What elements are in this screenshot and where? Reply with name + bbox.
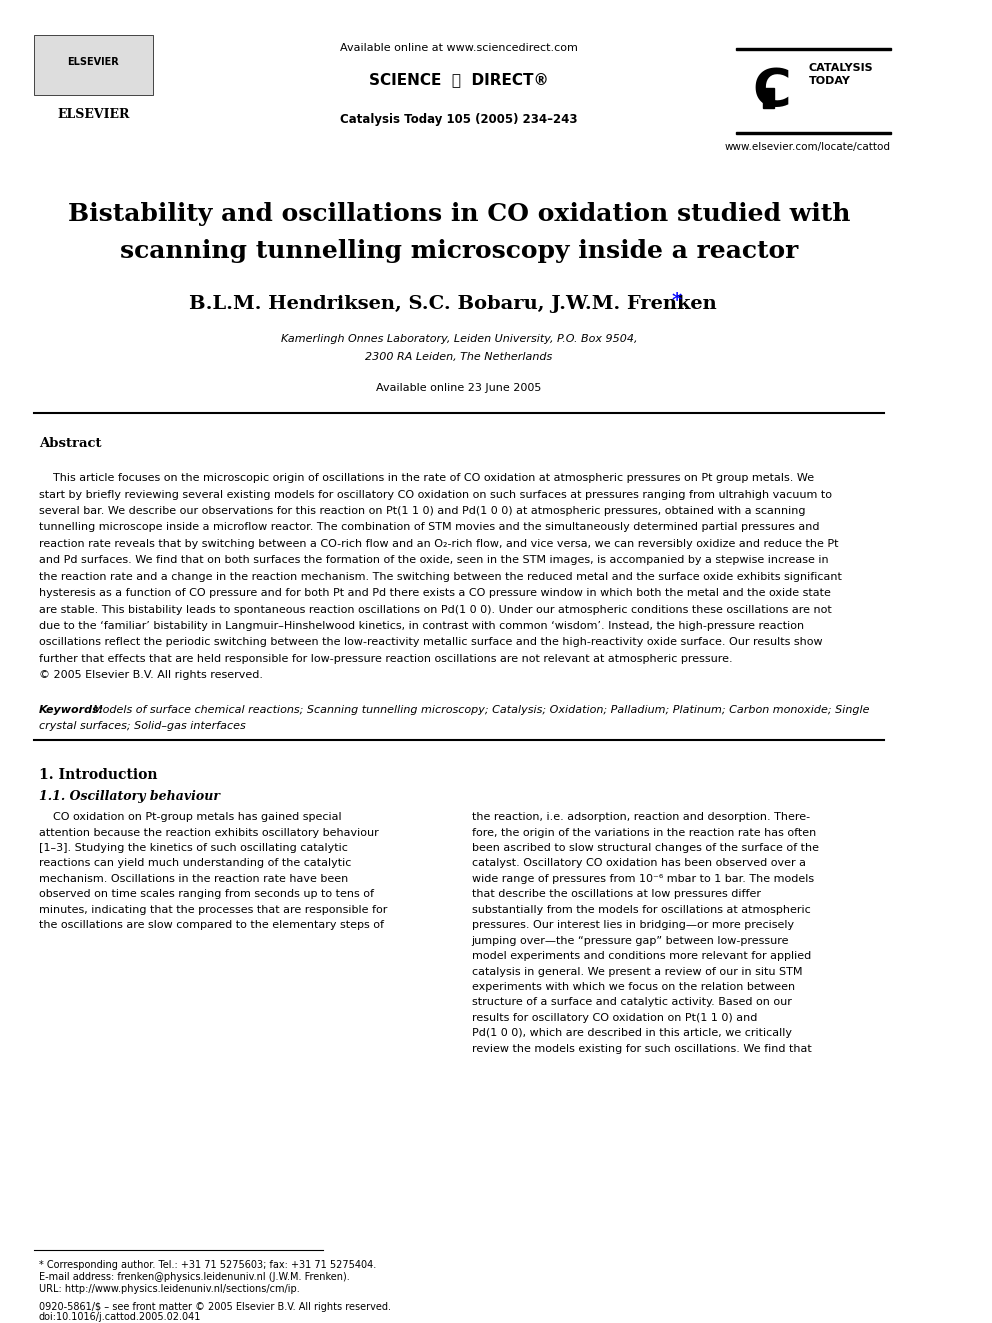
Text: doi:10.1016/j.cattod.2005.02.041: doi:10.1016/j.cattod.2005.02.041 [39,1311,201,1322]
Text: are stable. This bistability leads to spontaneous reaction oscillations on Pd(1 : are stable. This bistability leads to sp… [39,605,831,614]
Text: structure of a surface and catalytic activity. Based on our: structure of a surface and catalytic act… [471,998,792,1007]
Text: hysteresis as a function of CO pressure and for both Pt and Pd there exists a CO: hysteresis as a function of CO pressure … [39,589,830,598]
Text: E-mail address: frenken@physics.leidenuniv.nl (J.W.M. Frenken).: E-mail address: frenken@physics.leidenun… [39,1271,349,1282]
Text: the reaction, i.e. adsorption, reaction and desorption. There-: the reaction, i.e. adsorption, reaction … [471,812,809,822]
Text: start by briefly reviewing several existing models for oscillatory CO oxidation : start by briefly reviewing several exist… [39,490,831,500]
Text: fore, the origin of the variations in the reaction rate has often: fore, the origin of the variations in th… [471,828,815,837]
Text: minutes, indicating that the processes that are responsible for: minutes, indicating that the processes t… [39,905,387,914]
Bar [763,87,774,107]
Text: results for oscillatory CO oxidation on Pt(1 1 0) and: results for oscillatory CO oxidation on … [471,1013,757,1023]
Text: www.elsevier.com/locate/cattod: www.elsevier.com/locate/cattod [724,143,891,152]
Text: reaction rate reveals that by switching between a CO-rich flow and an O₂-rich fl: reaction rate reveals that by switching … [39,538,838,549]
Text: attention because the reaction exhibits oscillatory behaviour: attention because the reaction exhibits … [39,828,379,837]
Text: several bar. We describe our observations for this reaction on Pt(1 1 0) and Pd(: several bar. We describe our observation… [39,505,806,516]
Text: B.L.M. Hendriksen, S.C. Bobaru, J.W.M. Frenken: B.L.M. Hendriksen, S.C. Bobaru, J.W.M. F… [189,295,717,312]
Text: Abstract: Abstract [39,437,101,450]
Text: substantially from the models for oscillations at atmospheric: substantially from the models for oscill… [471,905,810,914]
Text: [1–3]. Studying the kinetics of such oscillating catalytic: [1–3]. Studying the kinetics of such osc… [39,843,347,853]
Text: ELSEVIER: ELSEVIER [58,108,130,120]
Text: 2300 RA Leiden, The Netherlands: 2300 RA Leiden, The Netherlands [365,352,553,361]
Text: 1. Introduction: 1. Introduction [39,769,158,782]
FancyBboxPatch shape [34,34,153,95]
Text: Models of surface chemical reactions; Scanning tunnelling microscopy; Catalysis;: Models of surface chemical reactions; Sc… [93,705,870,714]
Text: Keywords:: Keywords: [39,705,104,714]
Text: * Corresponding author. Tel.: +31 71 5275603; fax: +31 71 5275404.: * Corresponding author. Tel.: +31 71 527… [39,1259,376,1270]
Text: further that effects that are held responsible for low-pressure reaction oscilla: further that effects that are held respo… [39,654,732,664]
Text: crystal surfaces; Solid–gas interfaces: crystal surfaces; Solid–gas interfaces [39,721,245,730]
Text: oscillations reflect the periodic switching between the low-reactivity metallic : oscillations reflect the periodic switch… [39,638,822,647]
Text: the reaction rate and a change in the reaction mechanism. The switching between : the reaction rate and a change in the re… [39,572,841,582]
Text: mechanism. Oscillations in the reaction rate have been: mechanism. Oscillations in the reaction … [39,875,348,884]
Bar [736,132,891,135]
Text: URL: http://www.physics.leidenuniv.nl/sections/cm/ip.: URL: http://www.physics.leidenuniv.nl/se… [39,1283,300,1294]
Text: Catalysis Today 105 (2005) 234–243: Catalysis Today 105 (2005) 234–243 [340,112,577,126]
Text: Available online 23 June 2005: Available online 23 June 2005 [376,384,542,393]
Text: and Pd surfaces. We find that on both surfaces the formation of the oxide, seen : and Pd surfaces. We find that on both su… [39,556,828,565]
Text: model experiments and conditions more relevant for applied: model experiments and conditions more re… [471,951,810,960]
Text: © 2005 Elsevier B.V. All rights reserved.: © 2005 Elsevier B.V. All rights reserved… [39,671,263,680]
Text: scanning tunnelling microscopy inside a reactor: scanning tunnelling microscopy inside a … [120,239,798,263]
Text: CATALYSIS
TODAY: CATALYSIS TODAY [808,64,873,86]
Text: Kamerlingh Onnes Laboratory, Leiden University, P.O. Box 9504,: Kamerlingh Onnes Laboratory, Leiden Univ… [281,333,637,344]
Text: that describe the oscillations at low pressures differ: that describe the oscillations at low pr… [471,889,761,900]
Bar [736,48,891,50]
Text: wide range of pressures from 10⁻⁶ mbar to 1 bar. The models: wide range of pressures from 10⁻⁶ mbar t… [471,875,813,884]
Text: tunnelling microscope inside a microflow reactor. The combination of STM movies : tunnelling microscope inside a microflow… [39,523,819,532]
Text: due to the ‘familiar’ bistability in Langmuir–Hinshelwood kinetics, in contrast : due to the ‘familiar’ bistability in Lan… [39,620,804,631]
Text: reactions can yield much understanding of the catalytic: reactions can yield much understanding o… [39,859,351,868]
Text: jumping over—the “pressure gap” between low-pressure: jumping over—the “pressure gap” between … [471,935,789,946]
Text: Bistability and oscillations in CO oxidation studied with: Bistability and oscillations in CO oxida… [67,202,850,226]
Text: ELSEVIER: ELSEVIER [67,57,119,66]
Text: the oscillations are slow compared to the elementary steps of: the oscillations are slow compared to th… [39,921,384,930]
Text: experiments with which we focus on the relation between: experiments with which we focus on the r… [471,982,795,992]
Text: been ascribed to slow structural changes of the surface of the: been ascribed to slow structural changes… [471,843,818,853]
Text: C: C [753,66,792,118]
Text: catalyst. Oscillatory CO oxidation has been observed over a: catalyst. Oscillatory CO oxidation has b… [471,859,806,868]
Text: 1.1. Oscillatory behaviour: 1.1. Oscillatory behaviour [39,790,220,803]
Text: 0920-5861/$ – see front matter © 2005 Elsevier B.V. All rights reserved.: 0920-5861/$ – see front matter © 2005 El… [39,1302,391,1311]
Text: catalysis in general. We present a review of our in situ STM: catalysis in general. We present a revie… [471,967,802,976]
Text: This article focuses on the microscopic origin of oscillations in the rate of CO: This article focuses on the microscopic … [39,474,813,483]
Text: pressures. Our interest lies in bridging—or more precisely: pressures. Our interest lies in bridging… [471,921,794,930]
Text: Available online at www.sciencedirect.com: Available online at www.sciencedirect.co… [340,42,577,53]
Text: SCIENCE  ⓐ  DIRECT®: SCIENCE ⓐ DIRECT® [369,73,549,87]
Text: Pd(1 0 0), which are described in this article, we critically: Pd(1 0 0), which are described in this a… [471,1028,792,1039]
Text: *: * [672,292,682,310]
Text: review the models existing for such oscillations. We find that: review the models existing for such osci… [471,1044,811,1053]
Text: CO oxidation on Pt-group metals has gained special: CO oxidation on Pt-group metals has gain… [39,812,341,822]
Text: observed on time scales ranging from seconds up to tens of: observed on time scales ranging from sec… [39,889,374,900]
